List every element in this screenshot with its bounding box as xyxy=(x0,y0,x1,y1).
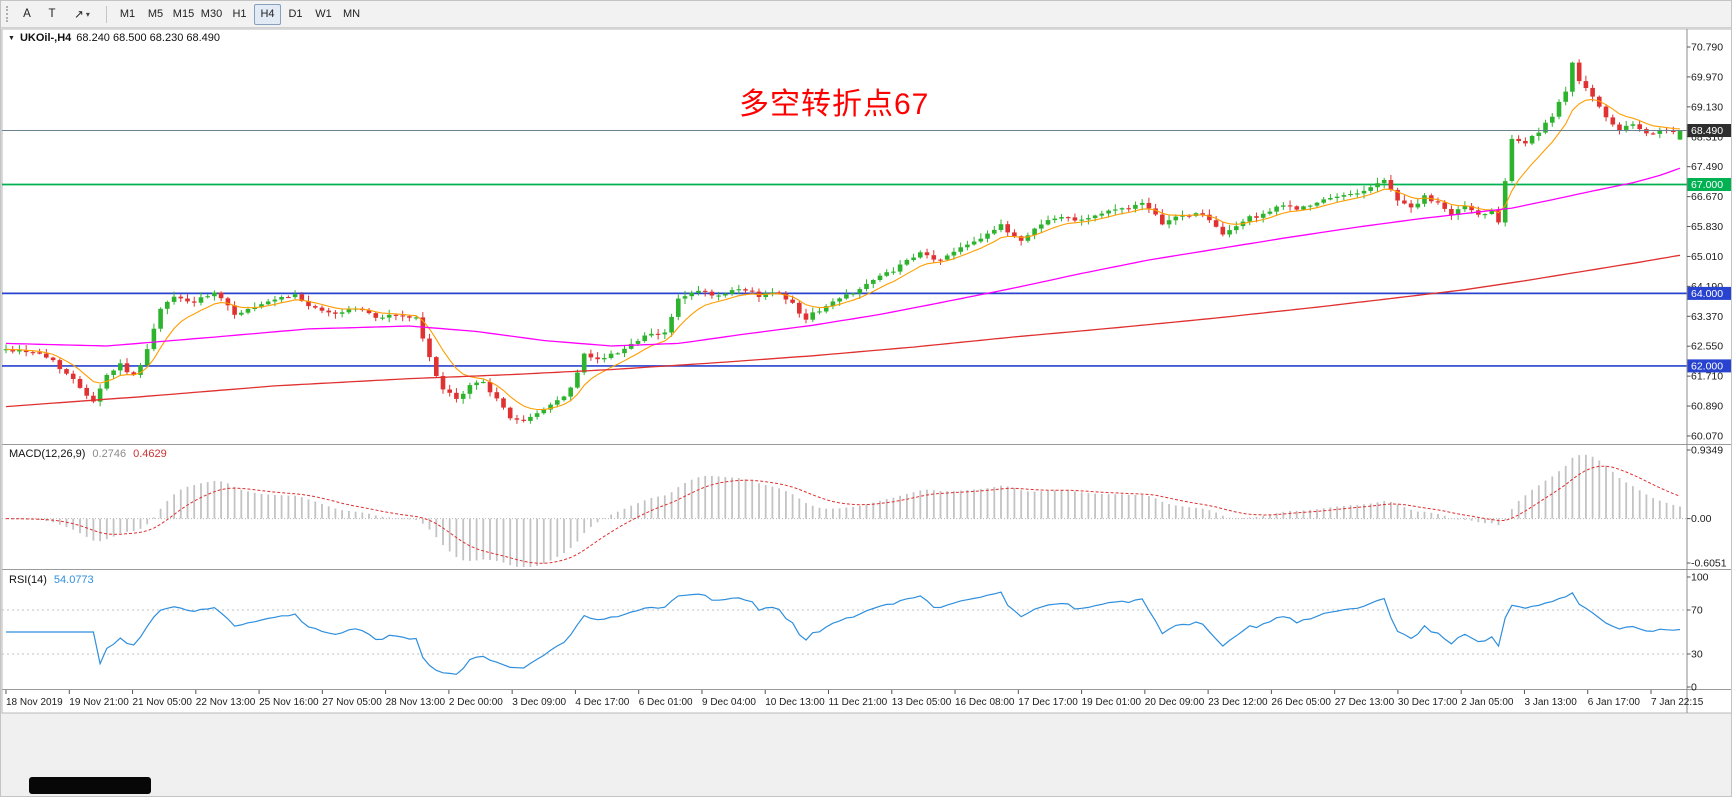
chart-canvas[interactable] xyxy=(1,28,1732,714)
candlestick-series xyxy=(3,59,1683,424)
price-tick-label: 66.670 xyxy=(1691,191,1723,203)
caret-down-icon: ▾ xyxy=(85,9,90,19)
svg-text:64.000: 64.000 xyxy=(1691,288,1723,300)
collapse-icon[interactable]: ▼ xyxy=(8,34,15,42)
time-tick-label: 27 Nov 05:00 xyxy=(322,697,382,708)
macd-axis-label: 0.9349 xyxy=(1691,445,1723,457)
price-tick-label: 70.790 xyxy=(1691,42,1723,54)
rsi-axis-label: 0 xyxy=(1691,682,1697,694)
chart-annotation-text: 多空转折点67 xyxy=(739,88,930,121)
time-tick-label: 26 Dec 05:00 xyxy=(1271,697,1331,708)
time-tick-label: 6 Jan 17:00 xyxy=(1588,697,1641,708)
timeframe-button-m1[interactable]: M1 xyxy=(114,4,141,25)
svg-text:62.000: 62.000 xyxy=(1691,360,1723,372)
time-axis[interactable]: 18 Nov 2019 19 Nov 21:00 21 Nov 05:00 22 No… xyxy=(5,690,1704,708)
macd-name: MACD(12,26,9) xyxy=(9,448,86,460)
shapes-icon: ↗ xyxy=(74,9,84,21)
rsi-axis-label: 70 xyxy=(1691,605,1703,617)
symbol-period-label: UKOil-,H4 xyxy=(19,32,72,44)
price-tick-label: 60.070 xyxy=(1691,431,1723,443)
rsi-axis-label: 100 xyxy=(1691,572,1709,584)
timeframe-button-m5[interactable]: M5 xyxy=(142,4,169,25)
price-axis[interactable]: 70.79069.97069.13068.31067.49066.67065.8… xyxy=(1687,42,1727,694)
hline-price-badge: 64.000 xyxy=(1687,286,1731,300)
macd-value-signal: 0.4629 xyxy=(133,448,167,460)
timeframe-button-h1[interactable]: H1 xyxy=(226,4,253,25)
time-tick-label: 2 Dec 00:00 xyxy=(449,697,503,708)
time-tick-label: 19 Nov 21:00 xyxy=(69,697,129,708)
arrow-tool-button[interactable]: A xyxy=(15,4,39,25)
ma-mid-line xyxy=(5,167,1681,347)
time-tick-label: 10 Dec 13:00 xyxy=(765,697,825,708)
rsi-name: RSI(14) xyxy=(9,574,47,586)
time-tick-label: 3 Dec 09:00 xyxy=(512,697,566,708)
rsi-label: RSI(14) 54.0773 xyxy=(9,574,94,586)
time-tick-label: 22 Nov 13:00 xyxy=(196,697,256,708)
hline-price-badge: 67.000 xyxy=(1687,178,1731,191)
timeframe-group: M1 M5 M15 M30 H1 H4 D1 W1 MN xyxy=(114,3,365,25)
time-tick-label: 7 Jan 22:15 xyxy=(1651,697,1704,708)
time-tick-label: 27 Dec 13:00 xyxy=(1335,697,1395,708)
toolbar-separator xyxy=(106,5,107,23)
bottom-black-panel xyxy=(29,777,151,794)
time-tick-label: 19 Dec 01:00 xyxy=(1082,697,1142,708)
ma-slow-line xyxy=(5,254,1681,408)
time-tick-label: 18 Nov 2019 xyxy=(6,697,63,708)
time-tick-label: 16 Dec 08:00 xyxy=(955,697,1015,708)
macd-signal-line xyxy=(5,465,1681,564)
price-tick-label: 60.890 xyxy=(1691,401,1723,413)
time-tick-label: 28 Nov 13:00 xyxy=(386,697,446,708)
price-tick-label: 69.130 xyxy=(1691,101,1723,113)
price-tick-label: 65.010 xyxy=(1691,251,1723,263)
time-tick-label: 30 Dec 17:00 xyxy=(1398,697,1458,708)
rsi-value: 54.0773 xyxy=(53,574,94,586)
timeframe-button-d1[interactable]: D1 xyxy=(282,4,309,25)
timeframe-button-m15[interactable]: M15 xyxy=(170,4,197,25)
price-tick-label: 69.970 xyxy=(1691,71,1723,83)
timeframe-button-w1[interactable]: W1 xyxy=(310,4,337,25)
price-tick-label: 61.710 xyxy=(1691,371,1723,383)
time-tick-label: 20 Dec 09:00 xyxy=(1145,697,1205,708)
horizontal-line-objects[interactable] xyxy=(2,183,1687,367)
time-tick-label: 21 Nov 05:00 xyxy=(133,697,193,708)
time-tick-label: 9 Dec 04:00 xyxy=(702,697,756,708)
macd-histogram xyxy=(5,454,1681,567)
chart-area[interactable]: 70.79069.97069.13068.31067.49066.67065.8… xyxy=(1,1,1732,714)
time-tick-label: 6 Dec 01:00 xyxy=(639,697,693,708)
price-tick-label: 63.370 xyxy=(1691,311,1723,323)
macd-label: MACD(12,26,9) 0.2746 0.4629 xyxy=(9,448,167,460)
svg-text:67.000: 67.000 xyxy=(1691,179,1723,191)
timeframe-button-h4[interactable]: H4 xyxy=(254,3,281,25)
svg-text:68.490: 68.490 xyxy=(1691,125,1723,137)
shapes-tool-button[interactable]: ↗ ▾ xyxy=(65,4,99,25)
time-tick-label: 4 Dec 17:00 xyxy=(575,697,629,708)
time-tick-label: 17 Dec 17:00 xyxy=(1018,697,1078,708)
ohlc-values: 68.240 68.500 68.230 68.490 xyxy=(76,32,221,44)
price-tick-label: 65.830 xyxy=(1691,221,1723,233)
hline-price-badge: 62.000 xyxy=(1687,359,1731,373)
ma-fast-line xyxy=(5,98,1681,411)
timeframe-button-mn[interactable]: MN xyxy=(338,4,365,25)
time-tick-label: 13 Dec 05:00 xyxy=(892,697,952,708)
time-tick-label: 23 Dec 12:00 xyxy=(1208,697,1268,708)
price-tick-label: 62.550 xyxy=(1691,341,1723,353)
rsi-line xyxy=(6,591,1681,675)
main-toolbar: A T ↗ ▾ M1 M5 M15 M30 H1 H4 D1 W1 MN xyxy=(1,1,1731,28)
macd-value-main: 0.2746 xyxy=(92,448,127,460)
time-tick-label: 25 Nov 16:00 xyxy=(259,697,319,708)
timeframe-button-m30[interactable]: M30 xyxy=(198,4,225,25)
text-tool-button[interactable]: T xyxy=(40,4,64,25)
time-tick-label: 11 Dec 21:00 xyxy=(829,697,888,708)
rsi-axis-label: 30 xyxy=(1691,649,1703,661)
time-tick-label: 2 Jan 05:00 xyxy=(1461,697,1514,708)
chart-title: ▼ UKOil-,H4 68.240 68.500 68.230 68.490 xyxy=(8,32,220,44)
time-tick-label: 3 Jan 13:00 xyxy=(1525,697,1578,708)
toolbar-grip[interactable] xyxy=(6,6,10,22)
price-tick-label: 67.490 xyxy=(1691,161,1723,173)
macd-axis-label: 0.00 xyxy=(1691,513,1712,525)
current-price-badge: 68.490 xyxy=(1687,124,1731,137)
macd-axis-label: -0.6051 xyxy=(1691,558,1727,570)
